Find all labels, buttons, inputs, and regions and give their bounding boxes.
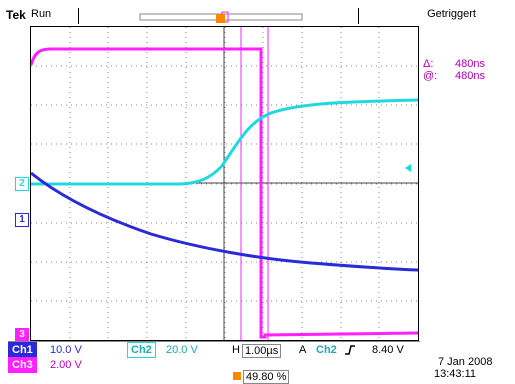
delta-value: 480ns: [455, 58, 485, 70]
trigger-level-arrow-icon[interactable]: [405, 164, 411, 172]
rising-edge-icon: [345, 345, 355, 355]
trigger-position-icon[interactable]: [216, 14, 225, 23]
ch1-label[interactable]: Ch1: [8, 342, 37, 358]
ch3-ground-marker[interactable]: 3: [15, 328, 29, 342]
status-divider: [358, 8, 359, 24]
trigger-level[interactable]: 8.40 V: [372, 344, 404, 356]
brand-label: Tek: [6, 8, 26, 22]
run-state: Run: [31, 8, 52, 20]
date-display: 7 Jan 2008: [438, 356, 493, 368]
trigger-mode: A: [299, 344, 307, 356]
position-marker-icon: [233, 372, 241, 380]
ch1-scale[interactable]: 10.0 V: [50, 344, 82, 356]
ch3-scale[interactable]: 2.00 V: [50, 359, 82, 371]
ch3-waveform: [31, 47, 418, 339]
timebase-label: H: [232, 344, 240, 356]
trigger-state: Getriggert: [427, 8, 476, 20]
status-divider: [78, 8, 79, 24]
ch1-waveform: [31, 171, 418, 272]
at-value: 480ns: [455, 70, 485, 82]
ch2-ground-marker[interactable]: 2: [15, 177, 29, 191]
at-label: @:: [423, 70, 438, 82]
horizontal-position[interactable]: 49.80 %: [243, 370, 290, 384]
graticule: [31, 27, 418, 340]
ch2-scale[interactable]: 20.0 V: [166, 344, 198, 356]
ch1-ground-marker[interactable]: 1: [15, 213, 29, 227]
trigger-source[interactable]: Ch2: [316, 344, 337, 356]
timebase-value[interactable]: 1.00µs: [242, 344, 282, 358]
delta-label: Δ:: [423, 58, 434, 70]
readout-panel: [8, 341, 420, 370]
time-display: 13:43:11: [434, 368, 477, 380]
ch2-label[interactable]: Ch2: [127, 342, 156, 358]
ch3-label[interactable]: Ch3: [8, 357, 37, 373]
ch2-waveform: [31, 98, 418, 186]
oscilloscope-display: [30, 26, 419, 341]
